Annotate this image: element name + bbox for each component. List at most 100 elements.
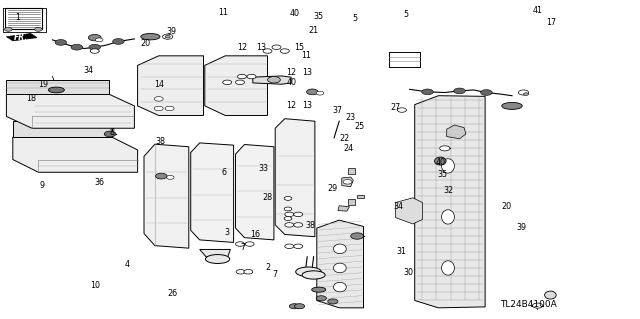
Ellipse shape: [333, 282, 346, 292]
Ellipse shape: [545, 291, 556, 299]
Text: 12: 12: [286, 101, 296, 110]
Text: 4: 4: [124, 260, 129, 269]
Text: 26: 26: [168, 289, 178, 298]
Circle shape: [4, 27, 12, 31]
Circle shape: [351, 233, 364, 239]
Text: 30: 30: [403, 268, 413, 277]
Text: 20: 20: [502, 202, 512, 211]
Polygon shape: [338, 206, 349, 211]
Circle shape: [481, 90, 492, 95]
Circle shape: [294, 244, 303, 249]
Text: 28: 28: [262, 193, 273, 202]
Bar: [5, 8, 42, 29]
Text: 15: 15: [294, 43, 305, 52]
Circle shape: [244, 270, 253, 274]
Circle shape: [284, 197, 292, 200]
Circle shape: [454, 88, 465, 94]
Circle shape: [289, 304, 300, 309]
Text: 9: 9: [39, 181, 44, 189]
Text: 40: 40: [286, 78, 296, 87]
Text: 6: 6: [221, 168, 227, 177]
Text: 12: 12: [237, 43, 247, 52]
Ellipse shape: [502, 102, 522, 109]
Circle shape: [245, 242, 254, 246]
Polygon shape: [13, 137, 138, 172]
Text: 41: 41: [532, 6, 543, 15]
Text: 13: 13: [256, 43, 266, 52]
Ellipse shape: [333, 263, 346, 273]
Text: 23: 23: [346, 113, 356, 122]
Polygon shape: [415, 96, 485, 308]
Ellipse shape: [442, 210, 454, 224]
Polygon shape: [144, 144, 189, 248]
Polygon shape: [317, 220, 364, 308]
Text: 29: 29: [328, 184, 338, 193]
Polygon shape: [200, 249, 230, 258]
Text: 18: 18: [26, 94, 36, 103]
Polygon shape: [13, 121, 112, 137]
Ellipse shape: [296, 267, 321, 277]
Circle shape: [236, 270, 245, 274]
Circle shape: [156, 173, 167, 179]
Text: 27: 27: [390, 103, 401, 112]
Text: 1: 1: [15, 13, 20, 22]
Circle shape: [163, 34, 173, 39]
Text: 20: 20: [141, 39, 151, 48]
Circle shape: [154, 97, 163, 101]
Text: 36: 36: [94, 178, 104, 187]
Circle shape: [104, 131, 116, 137]
Bar: [389, 52, 420, 67]
Circle shape: [55, 40, 67, 45]
Circle shape: [71, 44, 83, 50]
Circle shape: [284, 207, 292, 211]
Circle shape: [272, 45, 281, 49]
Text: 25: 25: [355, 122, 365, 130]
Text: 39: 39: [516, 223, 527, 232]
Text: 38: 38: [155, 137, 165, 146]
Circle shape: [397, 108, 406, 112]
Ellipse shape: [435, 157, 446, 165]
Text: 2: 2: [265, 263, 270, 272]
Ellipse shape: [333, 244, 346, 254]
Ellipse shape: [302, 271, 325, 279]
Circle shape: [154, 106, 163, 111]
Circle shape: [422, 89, 433, 95]
Circle shape: [280, 49, 289, 53]
Text: 19: 19: [38, 80, 49, 89]
Bar: [348, 199, 355, 205]
Polygon shape: [6, 80, 109, 94]
Text: 40: 40: [435, 158, 445, 167]
Circle shape: [284, 217, 292, 220]
Circle shape: [113, 39, 124, 44]
Circle shape: [316, 91, 324, 95]
Polygon shape: [191, 143, 234, 242]
Text: 11: 11: [218, 8, 228, 17]
Polygon shape: [138, 56, 204, 115]
Text: 5: 5: [353, 14, 358, 23]
Ellipse shape: [141, 33, 160, 40]
Circle shape: [316, 296, 326, 301]
Text: 38: 38: [305, 221, 316, 230]
Circle shape: [440, 146, 450, 151]
Text: 13: 13: [302, 101, 312, 110]
Text: 13: 13: [302, 68, 312, 77]
Text: 10: 10: [90, 281, 100, 290]
Circle shape: [88, 34, 101, 41]
Circle shape: [236, 80, 244, 85]
Bar: [348, 168, 355, 174]
Text: 33: 33: [259, 164, 269, 173]
Text: 35: 35: [438, 170, 448, 179]
Text: 8: 8: [109, 128, 115, 137]
Text: 32: 32: [443, 186, 453, 195]
Circle shape: [328, 299, 338, 304]
Ellipse shape: [205, 255, 230, 263]
Circle shape: [532, 303, 543, 308]
Text: 11: 11: [301, 51, 311, 60]
Circle shape: [294, 212, 303, 217]
Circle shape: [524, 93, 529, 95]
Text: 39: 39: [166, 27, 177, 36]
Text: 34: 34: [83, 66, 93, 75]
Text: 17: 17: [547, 19, 557, 27]
Circle shape: [223, 80, 232, 85]
Text: 5: 5: [404, 10, 409, 19]
